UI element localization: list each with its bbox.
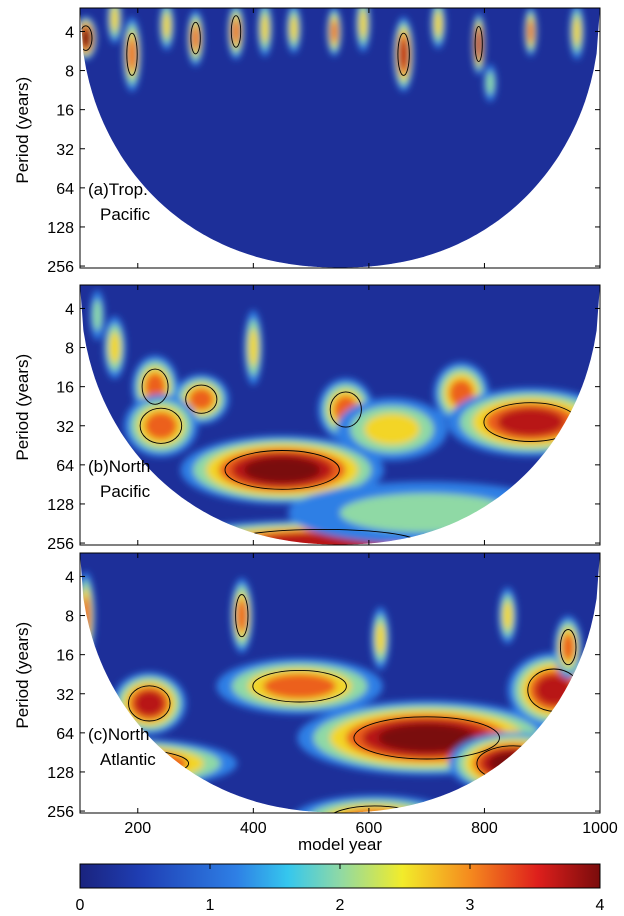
power-blob: [476, 31, 482, 57]
power-blob: [189, 388, 214, 411]
x-tick-label: 800: [471, 820, 498, 837]
y-tick-label: 4: [65, 569, 74, 586]
power-blob: [434, 11, 442, 37]
panel-c: 4 8 16 32 64 128 256 Period (years) (c)North Atla…: [13, 552, 618, 837]
x-tick-label: 600: [356, 820, 383, 837]
power-blob: [111, 8, 119, 32]
panel-label: (b)North: [88, 457, 150, 476]
power-blob: [128, 37, 136, 71]
colorbar-tick-label: 2: [336, 897, 345, 914]
significance-contour: [559, 629, 577, 666]
power-blob: [192, 25, 200, 51]
power-blob: [562, 633, 575, 661]
panel-frame: [79, 7, 601, 269]
y-tick-label: 16: [56, 103, 74, 120]
y-tick-label: 256: [47, 536, 74, 553]
panel-a: 4 8 16 32 64 128 256 Period (years) (a)Trop. Paci…: [13, 7, 601, 276]
power-blob: [232, 19, 240, 44]
colorbar: 0 1 2 3 4: [76, 863, 605, 914]
y-tick-label: 32: [56, 687, 74, 704]
power-blob: [236, 599, 247, 632]
power-blob: [503, 601, 513, 630]
power-blob: [375, 622, 385, 655]
y-tick-label: 32: [56, 142, 74, 159]
power-blob: [378, 723, 476, 753]
significance-contour: [185, 384, 218, 414]
power-blob: [573, 17, 581, 46]
power-field: [80, 553, 600, 813]
power-blob: [359, 9, 367, 38]
power-blob: [109, 332, 121, 364]
y-tick-label: 128: [47, 220, 74, 237]
significance-contour: [353, 716, 500, 760]
significance-contour: [235, 594, 249, 638]
panel-label: (c)North: [88, 725, 149, 744]
power-blob: [134, 690, 165, 716]
significance-contour: [128, 685, 171, 722]
significance-contour: [327, 805, 422, 813]
x-tick-label: 400: [240, 820, 267, 837]
power-blob: [92, 299, 102, 331]
y-axis-label: Period (years): [13, 77, 32, 184]
power-blob: [261, 14, 269, 43]
significance-contour: [230, 15, 242, 48]
y-axis-label: Period (years): [13, 622, 32, 729]
panel-label-line2: Pacific: [100, 482, 151, 501]
significance-contour: [252, 669, 347, 703]
y-axis-label: Period (years): [13, 354, 32, 461]
power-blob: [248, 328, 258, 367]
significance-contour: [126, 32, 138, 76]
y-tick-label: 4: [65, 301, 74, 318]
y-tick-label: 128: [47, 497, 74, 514]
significance-contour: [224, 450, 340, 490]
power-blob: [497, 408, 564, 436]
y-tick-label: 8: [65, 609, 74, 626]
panel-frame: [79, 284, 601, 546]
y-tick-label: 4: [65, 24, 74, 41]
power-blob: [244, 457, 321, 483]
y-tick-label: 128: [47, 765, 74, 782]
panel-b: 4 8 16 32 64 128 256 Period (years) (b)North Paci…: [13, 284, 601, 553]
y-tick-label: 8: [65, 341, 74, 358]
colorbar-tick-label: 4: [596, 897, 605, 914]
colorbar-tick-label: 1: [206, 897, 215, 914]
power-blob: [263, 673, 336, 699]
significance-contour: [329, 391, 362, 428]
significance-contour: [474, 25, 483, 63]
power-blob: [81, 29, 91, 47]
power-blob: [331, 20, 338, 43]
panel-frame: [79, 552, 601, 814]
y-tick-label: 16: [56, 380, 74, 397]
significance-contour: [141, 368, 169, 405]
y-tick-label: 256: [47, 259, 74, 276]
y-tick-label: 64: [56, 458, 74, 475]
panel-label: (a)Trop.: [88, 180, 148, 199]
y-tick-label: 16: [56, 648, 74, 665]
panel-label-line2: Atlantic: [100, 750, 156, 769]
x-tick-label: 200: [124, 820, 151, 837]
power-blob: [290, 16, 298, 42]
power-blob: [364, 413, 420, 445]
y-tick-label: 32: [56, 419, 74, 436]
significance-contour: [190, 21, 201, 55]
x-tick-label: 1000: [582, 820, 618, 837]
significance-contour: [139, 407, 183, 444]
power-blob: [145, 373, 166, 401]
power-blob: [399, 39, 408, 70]
y-tick-label: 256: [47, 804, 74, 821]
significance-contour: [397, 32, 410, 76]
significance-contour: [80, 25, 93, 51]
panel-label-line2: Pacific: [100, 205, 151, 224]
power-blob: [486, 71, 495, 95]
colorbar-tick-label: 3: [466, 897, 475, 914]
power-blob: [527, 20, 534, 43]
colorbar-tick-label: 0: [76, 897, 85, 914]
y-tick-label: 64: [56, 181, 74, 198]
y-tick-label: 64: [56, 726, 74, 743]
power-blob: [163, 13, 171, 38]
power-blob: [144, 412, 178, 440]
x-axis-label: model year: [298, 835, 382, 854]
y-tick-label: 8: [65, 64, 74, 81]
